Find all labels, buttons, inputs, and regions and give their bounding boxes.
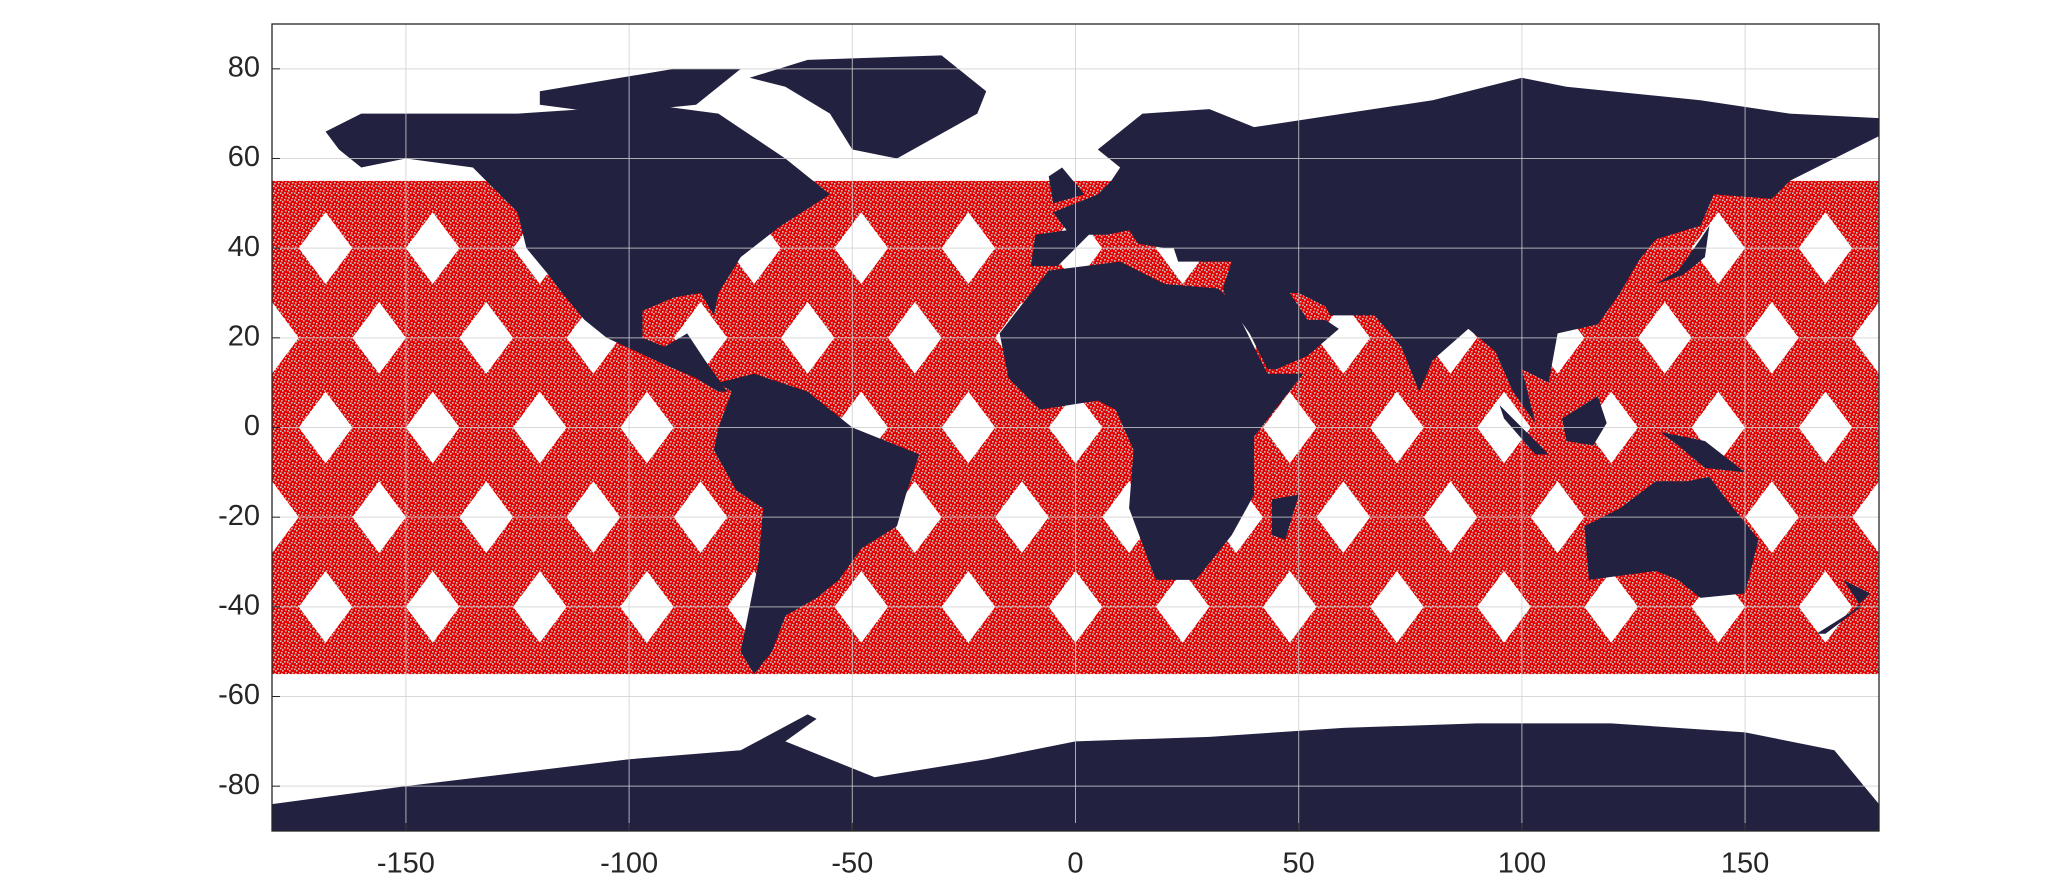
plot-area [192,24,1960,831]
y-tick-label: 80 [228,51,260,83]
ticks: -150 -100 -50 0 50 100 150 80 60 40 20 0 -20 -40 -60 -8… [218,51,1769,879]
eurasia [1030,77,1879,424]
y-tick-label: -60 [218,679,260,711]
y-tick-label: -20 [218,500,260,532]
new-guinea [1660,431,1746,473]
arctic-islands [539,68,741,114]
x-tick-label: -100 [600,848,658,880]
x-tick-label: -150 [377,848,435,880]
y-tick-label: 20 [228,320,260,352]
track-gap [1906,392,1960,464]
australia [1584,476,1759,598]
x-tick-label: 50 [1283,848,1315,880]
y-tick-label: 40 [228,231,260,263]
y-tick-label: 60 [228,141,260,173]
new-zealand [1816,579,1871,634]
japan [1655,225,1710,285]
track-gap [1906,212,1960,284]
x-tick-label: 100 [1498,848,1546,880]
south-america [713,373,920,675]
y-tick-label: -40 [218,589,260,621]
y-tick-label: 0 [244,410,260,442]
x-tick-label: -50 [831,848,873,880]
grid [272,24,1879,831]
greenland [749,55,987,159]
track-gap [1906,571,1960,643]
borneo [1562,396,1607,446]
x-tick-label: 150 [1721,848,1769,880]
y-tick-label: -80 [218,769,260,801]
track-gap [192,392,246,464]
x-tick-label: 0 [1067,848,1083,880]
